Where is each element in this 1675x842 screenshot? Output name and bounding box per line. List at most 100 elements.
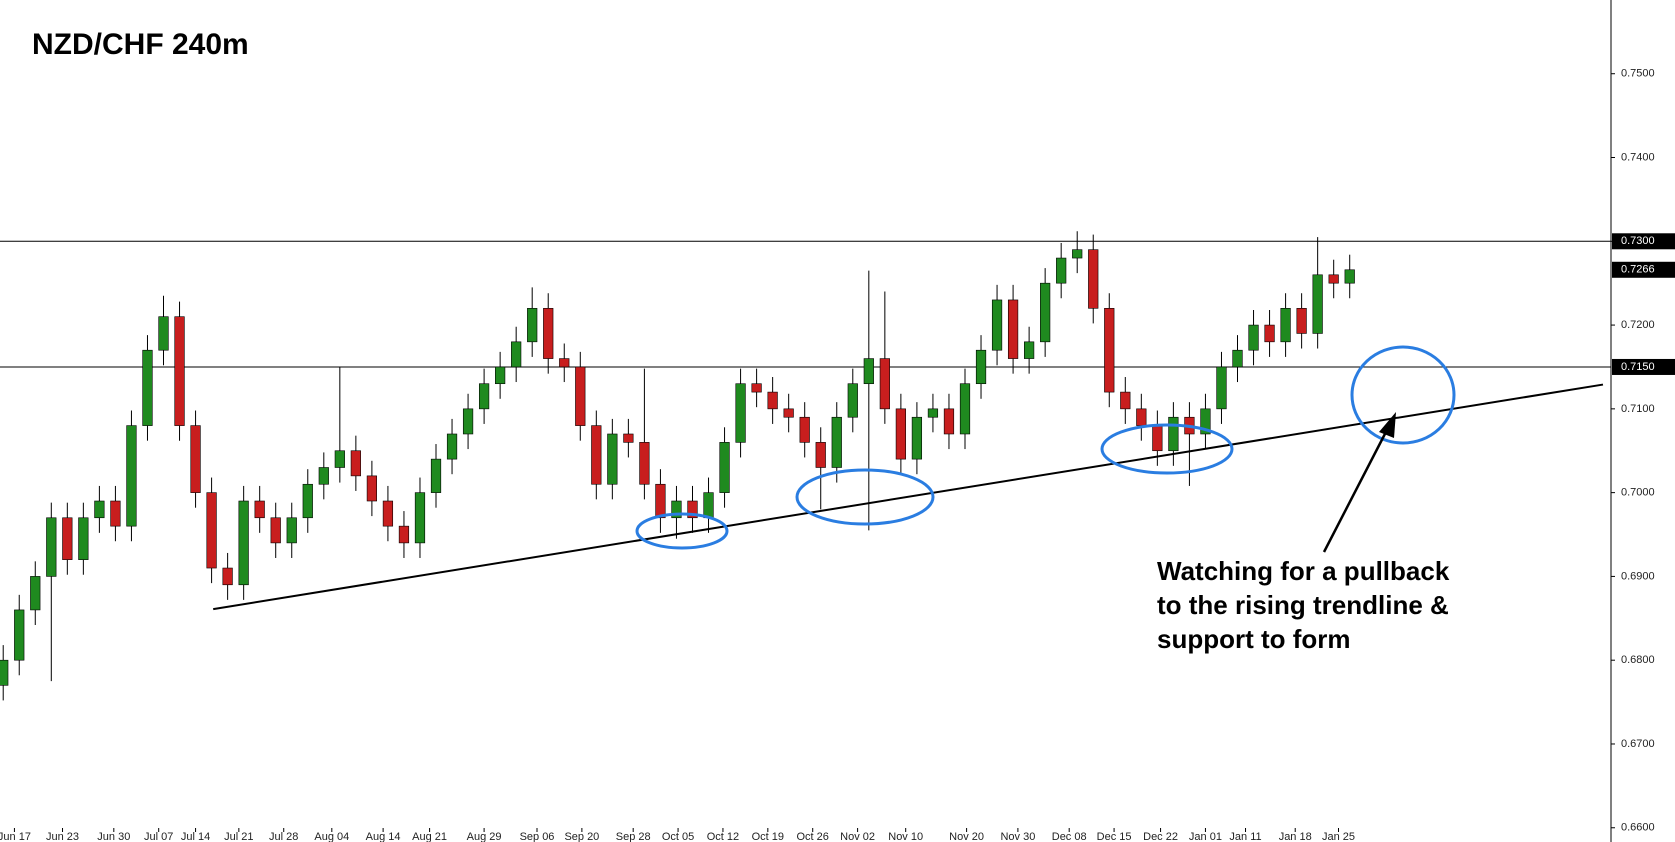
candle-body: [238, 500, 249, 586]
x-tick-label: Jan 11: [1229, 831, 1261, 842]
candle-body: [1104, 308, 1115, 393]
candle-body: [751, 383, 762, 393]
y-tick-label: 0.6700: [1621, 738, 1655, 750]
candle-body: [975, 349, 987, 385]
candle-body: [1024, 341, 1035, 359]
candle-body: [1216, 366, 1227, 410]
plot: 0.6600 0.6700 0.6800 0.6900 0.7000 0.7100 0.72…: [0, 68, 1675, 842]
chart-title: NZD/CHF 240m: [32, 28, 249, 61]
x-tick-label: Oct 05: [662, 831, 694, 842]
x-tick-label: Aug 14: [366, 831, 401, 842]
trendline: [213, 383, 1604, 611]
x-tick-label: Oct 19: [752, 831, 784, 842]
candle-body: [1296, 308, 1307, 334]
candle-body: [1264, 324, 1275, 343]
candle-body: [1232, 349, 1243, 368]
candle-body: [126, 425, 137, 527]
candle-body: [94, 500, 105, 519]
candle-body: [158, 316, 169, 351]
candle-body: [943, 408, 955, 435]
y-tick-label: 0.7400: [1621, 151, 1655, 163]
candle-body: [30, 576, 41, 611]
annotation: Watching for a pullback: [1157, 556, 1450, 586]
candle-body: [1312, 274, 1323, 334]
candle-body: [639, 442, 650, 485]
y-tick-label: 0.7000: [1621, 487, 1655, 499]
candle-body: [350, 450, 361, 477]
x-tick-label: Nov 10: [888, 831, 923, 842]
candle-body: [815, 442, 826, 468]
candle-body: [687, 500, 698, 519]
y-tick-label: 0.7100: [1621, 403, 1655, 415]
x-tick-label: Jun 17: [0, 831, 31, 842]
candle-body: [911, 416, 923, 460]
price-box: [1612, 233, 1675, 250]
candle-body: [270, 517, 281, 544]
x-tick-label: Sep 28: [616, 831, 651, 842]
x-tick-label: Sep 20: [564, 831, 599, 842]
price-box: [1612, 261, 1675, 278]
candle-body: [78, 517, 89, 560]
candle-body: [206, 492, 217, 569]
circle: [635, 512, 729, 550]
candle-body: [927, 408, 939, 418]
candle-body: [446, 433, 458, 460]
arrow-head: [1379, 412, 1396, 438]
candle-body: [895, 408, 906, 460]
candle-body: [1280, 308, 1291, 343]
x-tick-label: Aug 29: [467, 831, 502, 842]
candle-body: [430, 458, 442, 493]
candle-body: [1152, 425, 1163, 452]
candle-body: [783, 408, 794, 418]
candle-body: [398, 525, 410, 544]
candle-body: [767, 391, 778, 410]
candle-body: [302, 483, 313, 519]
y-tick-label: 0.7200: [1621, 319, 1655, 331]
x-tick-label: Nov 30: [1000, 831, 1035, 842]
candle-body: [62, 517, 73, 560]
candle-body: [1344, 269, 1355, 284]
candle-body: [222, 567, 233, 586]
candle-body: [1088, 249, 1099, 309]
candle-body: [110, 500, 121, 527]
candle-body: [991, 299, 1003, 351]
candle-body: [1168, 416, 1179, 452]
x-tick-label: Aug 04: [314, 831, 349, 842]
x-tick-label: Jul 28: [269, 831, 298, 842]
candle-body: [1120, 391, 1131, 410]
x-tick-label: Jul 21: [224, 831, 253, 842]
x-tick-label: Sep 06: [520, 831, 555, 842]
annotation: to the rising trendline &: [1157, 590, 1449, 620]
x-tick-label: Jan 25: [1322, 831, 1355, 842]
candle-body: [863, 358, 874, 385]
y-tick-label: 0.7500: [1621, 68, 1655, 80]
x-tick-label: Dec 08: [1052, 831, 1087, 842]
candle-body: [735, 383, 746, 443]
candle-body: [286, 517, 297, 544]
x-tick-label: Dec 15: [1097, 831, 1132, 842]
candle-body: [831, 416, 842, 468]
x-tick-label: Jul 07: [144, 831, 173, 842]
candle-body: [607, 433, 618, 485]
candle-body: [527, 308, 538, 343]
candle-body: [1040, 282, 1051, 343]
candle-body: [254, 500, 265, 519]
candle-body: [671, 500, 682, 519]
candle-body: [847, 383, 858, 418]
candle-body: [591, 425, 602, 485]
x-tick-label: Jan 01: [1189, 831, 1222, 842]
candle-body: [559, 358, 570, 368]
candle-body: [703, 492, 714, 519]
x-tick-label: Jun 30: [97, 831, 130, 842]
candle-body: [623, 433, 634, 443]
price-box: [1612, 358, 1675, 375]
circle: [1100, 423, 1234, 475]
candle-body: [334, 450, 345, 468]
candle-body: [1056, 257, 1067, 284]
candle-body: [14, 609, 25, 661]
candle-body: [0, 659, 9, 686]
annotation: support to form: [1157, 624, 1351, 654]
candle-body: [511, 341, 522, 368]
